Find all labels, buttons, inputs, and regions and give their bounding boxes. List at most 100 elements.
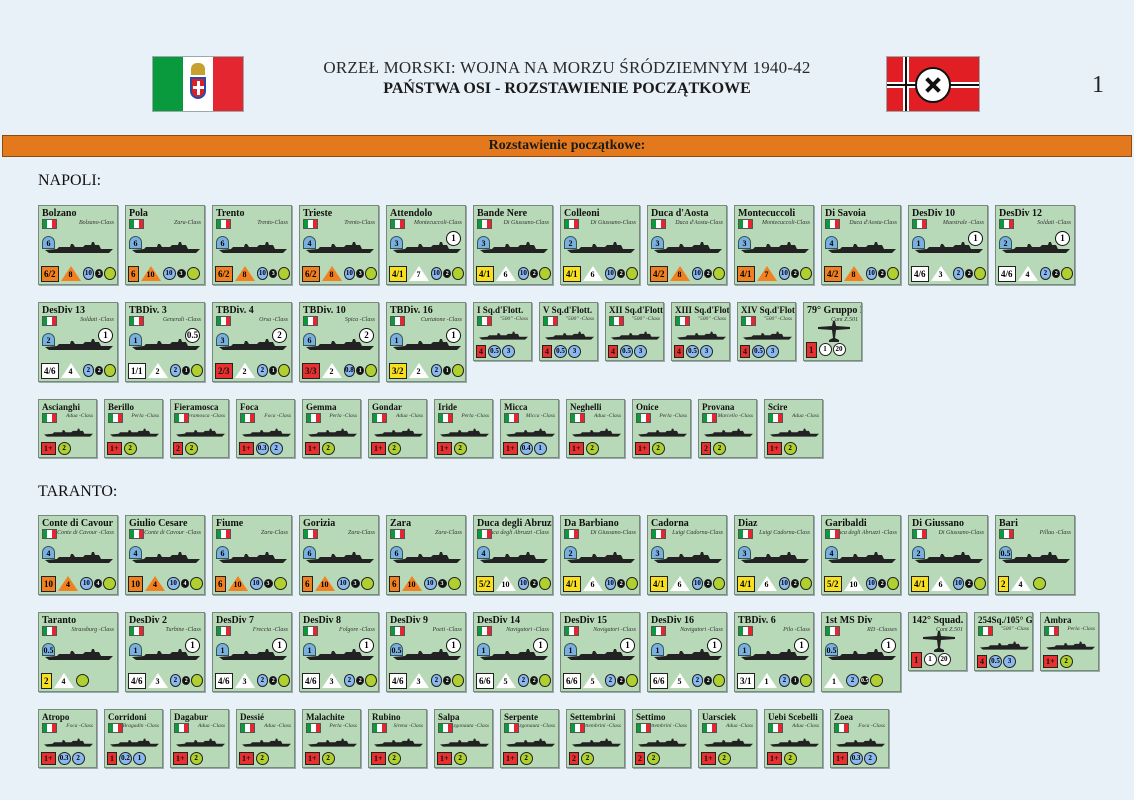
unit-counter[interactable]: Atropo Foca -Class 1+ 0.3 2 xyxy=(38,709,97,768)
warship-silhouette-icon xyxy=(480,242,548,253)
unit-counter[interactable]: Da Barbiano Di Giussano-Class 2 4/1 6 10 2 xyxy=(560,515,640,595)
unit-stats: 4 0.5 3 xyxy=(542,344,597,358)
armor-value: 0.3 xyxy=(255,441,269,455)
counter-row: Atropo Foca -Class 1+ 0.3 2 Corridoni Bragadin… xyxy=(38,709,896,768)
unit-counter[interactable]: DesDiv 16 Navigatori -Class 1 1 6/6 5 2 2 xyxy=(647,612,727,692)
unit-counter[interactable]: Duca degli Abruzzi Duca degli Abruzzi -Cl… xyxy=(473,515,553,595)
unit-counter[interactable]: Rubino Sirena -Class 1+ 2 xyxy=(368,709,427,768)
speed-value: 1 xyxy=(912,236,925,249)
speed-value: 6 xyxy=(303,546,316,559)
unit-counter[interactable]: Dessié Adua -Class 1+ 2 xyxy=(236,709,295,768)
warship-silhouette-icon xyxy=(506,428,555,437)
armor-value: 2 xyxy=(387,441,401,455)
evade-marker xyxy=(186,267,200,280)
unit-counter[interactable]: Garibaldi Duca degli Abruzzi -Class 4 5/2 10… xyxy=(821,515,901,595)
unit-counter[interactable]: Ascianghi Adua -Class 1+ 2 xyxy=(38,399,97,458)
unit-counter[interactable]: Provana Marcello -Class 2 2 xyxy=(698,399,757,458)
unit-counter[interactable]: Uarsciek Adua -Class 1+ 2 xyxy=(698,709,757,768)
attack-value: 4/1 xyxy=(737,575,755,592)
unit-counter[interactable]: DesDiv 9 Poeti -Class 0.5 1 4/6 3 2 2 xyxy=(386,612,466,692)
unit-counter[interactable]: Iride Perla -Class 1+ 2 xyxy=(434,399,493,458)
unit-counter[interactable]: Zara Zara-Class 6 6 10 10 3 xyxy=(386,515,466,595)
unit-counter[interactable]: Bari Pillau -Class 0.5 2 4 xyxy=(995,515,1075,595)
unit-counter[interactable]: 254Sq./105° Gr. "500" -Class 4 0.5 3 xyxy=(974,612,1033,671)
unit-counter[interactable]: Settimo Settembrini -Class 2 2 xyxy=(632,709,691,768)
unit-stats: 4 0.5 3 xyxy=(674,344,729,358)
unit-counter[interactable]: DesDiv 12 Soldati -Class 2 1 4/6 4 2 2 xyxy=(995,205,1075,285)
unit-counter[interactable]: XII Sq.d'Flott. "500" -Class 4 0.5 3 xyxy=(605,302,664,361)
unit-counter[interactable]: Foca Foca -Class 1+ 0.3 2 xyxy=(236,399,295,458)
unit-counter[interactable]: Settembrini Settembrini -Class 2 2 xyxy=(566,709,625,768)
unit-counter[interactable]: 1st MS Div RD -Classes 0.5 1 1 2 0.5 xyxy=(821,612,901,692)
unit-name: Uebi Scebelli xyxy=(768,712,818,722)
unit-counter[interactable]: Diaz Luigi Cadorna-Class 3 4/1 6 10 2 xyxy=(734,515,814,595)
unit-counter[interactable]: DesDiv 10 Maestrale -Class 1 1 4/6 3 2 2 xyxy=(908,205,988,285)
unit-counter[interactable]: Trieste Trento-Class 4 6/2 8 10 3 xyxy=(299,205,379,285)
armor-value: 0.5 xyxy=(488,344,501,358)
unit-counter[interactable]: DesDiv 14 Navigatori -Class 1 1 6/6 5 2 2 xyxy=(473,612,553,692)
hits-value: 2 xyxy=(356,676,365,685)
unit-counter[interactable]: Colleoni Di Giussano-Class 2 4/1 6 10 2 xyxy=(560,205,640,285)
speed-value: 1 xyxy=(216,643,229,656)
unit-counter[interactable]: Fiume Zara-Class 6 6 10 10 3 xyxy=(212,515,292,595)
unit-counter[interactable]: DesDiv 8 Folgore -Class 1 1 4/6 3 2 2 xyxy=(299,612,379,692)
unit-counter[interactable]: Uebi Scebelli Adua -Class 1+ 2 xyxy=(764,709,823,768)
italian-flag-icon xyxy=(738,219,753,229)
unit-class: Zara-Class xyxy=(260,530,288,536)
warship-silhouette-icon xyxy=(915,552,983,563)
unit-stats: 4/1 7 10 2 xyxy=(389,265,465,282)
unit-counter[interactable]: XIV Sq.d'Flott. "500" -Class 4 0.5 3 xyxy=(737,302,796,361)
unit-counter[interactable]: Taranto Strassburg -Class 0.5 2 4 xyxy=(38,612,118,692)
unit-counter[interactable]: DesDiv 15 Navigatori -Class 1 1 6/6 5 2 2 xyxy=(560,612,640,692)
unit-counter[interactable]: Corridoni Bragadin -Class 1 0.2 1 xyxy=(104,709,163,768)
unit-counter[interactable]: DesDiv 13 Soldati -Class 2 1 4/6 4 2 2 xyxy=(38,302,118,382)
unit-counter[interactable]: I Sq.d'Flott. "500" -Class 4 0.5 3 xyxy=(473,302,532,361)
unit-counter[interactable]: Zoea Foca -Class 1+ 0.3 2 xyxy=(830,709,889,768)
air-value: 1 xyxy=(818,343,832,356)
italian-flag-icon xyxy=(636,413,651,423)
unit-counter[interactable]: Dagabur Adua -Class 1+ 2 xyxy=(170,709,229,768)
unit-counter[interactable]: Giulio Cesare Conte di Cavour -Class 4 10 4 1… xyxy=(125,515,205,595)
unit-counter[interactable]: DesDiv 2 Turbine -Class 1 1 4/6 3 2 2 xyxy=(125,612,205,692)
unit-counter[interactable]: Micca Micca -Class 1+ 0.4 1 xyxy=(500,399,559,458)
unit-counter[interactable]: Duca d'Aosta Duca d'Aosta-Class 3 4/2 8 10 2 xyxy=(647,205,727,285)
unit-counter[interactable]: Onice Perla -Class 1+ 2 xyxy=(632,399,691,458)
unit-counter[interactable]: Gorizia Zara-Class 6 6 10 10 3 xyxy=(299,515,379,595)
unit-counter[interactable]: TBDiv. 4 Orsa -Class 3 2 2/3 2 2 1 xyxy=(212,302,292,382)
unit-counter[interactable]: TBDiv. 6 Pilo -Class 1 1 3/1 1 2 1 xyxy=(734,612,814,692)
unit-counter[interactable]: Fieramosca Fieramosca -Class 2 2 xyxy=(170,399,229,458)
unit-counter[interactable]: Bande Nere Di Giussano-Class 3 4/1 6 10 2 xyxy=(473,205,553,285)
unit-counter[interactable]: Bolzano Bolzano-Class 6 6/2 8 10 3 xyxy=(38,205,118,285)
unit-counter[interactable]: Scire Adua -Class 1+ 2 xyxy=(764,399,823,458)
unit-counter[interactable]: Trento Trento-Class 6 6/2 8 10 3 xyxy=(212,205,292,285)
unit-counter[interactable]: Salpa Argonauta -Class 1+ 2 xyxy=(434,709,493,768)
unit-counter[interactable]: Neghelli Adua -Class 1+ 2 xyxy=(566,399,625,458)
unit-counter[interactable]: V Sq.d'Flott. "500" -Class 4 0.5 3 xyxy=(539,302,598,361)
unit-counter[interactable]: Ambra Perla -Class 1+ 2 xyxy=(1040,612,1099,671)
unit-counter[interactable]: Attendolo Montecuccoli-Class 3 1 4/1 7 10 2 xyxy=(386,205,466,285)
unit-counter[interactable]: Gondar Adua -Class 1+ 2 xyxy=(368,399,427,458)
unit-counter[interactable]: TBDiv. 3 Generali -Class 1 0.5 1/1 2 2 1 xyxy=(125,302,205,382)
unit-counter[interactable]: DesDiv 7 Freccia -Class 1 1 4/6 3 2 2 xyxy=(212,612,292,692)
unit-counter[interactable]: Berillo Perla -Class 1+ 2 xyxy=(104,399,163,458)
unit-counter[interactable]: Montecuccoli Montecuccoli-Class 3 4/1 7 10 2 xyxy=(734,205,814,285)
armor-value: 10 xyxy=(778,267,791,280)
unit-counter[interactable]: Serpente Argonauta -Class 1+ 2 xyxy=(500,709,559,768)
unit-counter[interactable]: Di Giussano Di Giussano-Class 2 4/1 6 10 2 xyxy=(908,515,988,595)
unit-name: Ascianghi xyxy=(42,402,81,412)
speed-value: 6 xyxy=(42,236,55,249)
unit-counter[interactable]: Gemma Perla -Class 1+ 2 xyxy=(302,399,361,458)
armor-value: 0.5 xyxy=(554,344,567,358)
unit-counter[interactable]: TBDiv. 16 Curtatone -Class 1 1 3/2 2 2 1 xyxy=(386,302,466,382)
unit-counter[interactable]: Conte di Cavour Conte di Cavour -Class 4 10… xyxy=(38,515,118,595)
unit-counter[interactable]: Cadorna Luigi Cadorna-Class 3 4/1 6 10 2 xyxy=(647,515,727,595)
unit-counter[interactable]: Di Savoia Duca d'Aosta-Class 4 4/2 8 10 2 xyxy=(821,205,901,285)
unit-counter[interactable]: Pola Zara-Class 6 6 10 10 3 xyxy=(125,205,205,285)
armor-value: 2 xyxy=(343,674,356,687)
unit-counter[interactable]: XIII Sq.d'Flott. "500" -Class 4 0.5 3 xyxy=(671,302,730,361)
defense-value: 1 xyxy=(764,677,769,686)
unit-counter[interactable]: TBDiv. 10 Spica -Class 6 2 3/3 2 0.8 1 xyxy=(299,302,379,382)
unit-counter[interactable]: Malachite Perla -Class 1+ 2 xyxy=(302,709,361,768)
